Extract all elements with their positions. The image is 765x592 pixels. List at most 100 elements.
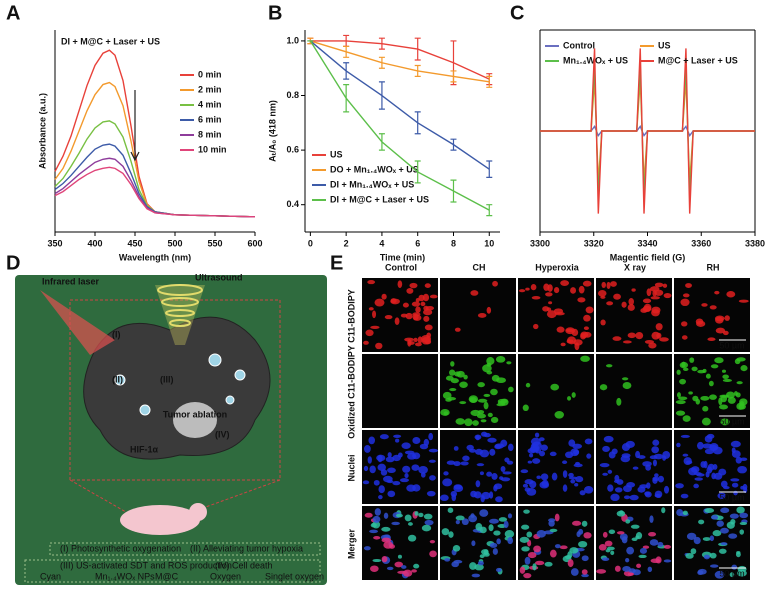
cell (710, 364, 719, 369)
cell (560, 342, 566, 347)
legend-label: 4 min (198, 99, 222, 109)
column-header: Control (385, 262, 417, 272)
cell (471, 573, 481, 578)
cell (401, 565, 407, 569)
cell (472, 420, 479, 426)
scale-bar-label: 50 µm (719, 492, 744, 502)
cell (451, 494, 457, 502)
cell (583, 326, 589, 330)
cell (483, 393, 491, 398)
cell (614, 474, 620, 482)
x-tick-label: 550 (207, 238, 222, 248)
cell (586, 453, 592, 459)
y-tick-label: 0.8 (286, 90, 299, 100)
cell (575, 476, 584, 483)
legend-item: Oxygen (210, 571, 241, 581)
x-tick-label: 6 (415, 238, 420, 248)
cell (718, 404, 728, 410)
error-bar (414, 111, 421, 135)
legend-item: M@C (155, 571, 179, 581)
cell (601, 281, 607, 289)
cell (544, 561, 553, 567)
cell (737, 465, 748, 474)
cell (562, 470, 568, 478)
x-tick-label: 3320 (584, 238, 604, 248)
x-tick-label: 3300 (530, 238, 550, 248)
x-tick-label: 3360 (691, 238, 711, 248)
error-bar (486, 204, 493, 217)
cell (521, 546, 530, 552)
cell (387, 490, 396, 498)
series-line (54, 166, 256, 218)
cell (407, 453, 417, 460)
column-header: X ray (624, 262, 646, 272)
cell (488, 524, 494, 532)
cell (581, 569, 588, 575)
cell (477, 410, 485, 415)
cell (441, 528, 450, 536)
error-bar-path (414, 160, 421, 184)
cell (712, 446, 723, 455)
cell (542, 306, 550, 312)
x-tick-label: 3340 (637, 238, 657, 248)
cell (549, 528, 558, 533)
cell (692, 395, 699, 402)
micrograph (362, 354, 438, 428)
cell (625, 558, 630, 563)
cell (367, 280, 376, 285)
cell (709, 535, 715, 542)
cell (474, 563, 484, 571)
cell (530, 284, 537, 291)
cell (500, 398, 509, 406)
cell (526, 531, 533, 538)
cell (676, 369, 681, 375)
cell (455, 515, 465, 521)
cell (610, 550, 615, 556)
error-bar-path (486, 75, 493, 88)
cell (614, 487, 623, 493)
cell (527, 552, 537, 559)
diagram-label: Tumor ablation (163, 409, 227, 419)
cell (707, 337, 716, 342)
cell (630, 524, 640, 529)
panel-label: B (268, 2, 282, 24)
cell (536, 475, 541, 480)
panel-label: D (6, 252, 20, 274)
cell (479, 509, 489, 517)
cell (550, 383, 560, 391)
caption-box (49, 542, 321, 556)
cell (477, 398, 488, 403)
cell (570, 568, 579, 576)
cell (459, 401, 467, 405)
row-label: Nuclei (346, 454, 356, 481)
legend-item: Mn₁.₄WOₓ NPs (95, 571, 155, 581)
cell (584, 485, 594, 494)
legend-label: DI + Mn₁.₄WOₓ + US (330, 179, 414, 189)
x-tick-label: 8 (451, 238, 456, 248)
cell (713, 472, 723, 480)
cell (654, 473, 659, 478)
cell (681, 335, 688, 340)
cell (429, 294, 438, 299)
cell (421, 334, 432, 343)
series-line (54, 49, 256, 218)
cell (364, 444, 371, 453)
cell (651, 446, 660, 454)
cell (404, 473, 409, 479)
cell (477, 313, 487, 318)
cell (442, 478, 453, 487)
cell (397, 570, 408, 574)
cell (644, 491, 652, 498)
cell (381, 526, 391, 532)
cell (694, 477, 704, 481)
x-tick-label: 500 (167, 238, 182, 248)
cell (495, 496, 503, 503)
cell (739, 512, 749, 519)
cell (730, 478, 740, 482)
cell (476, 413, 487, 419)
cell (676, 392, 681, 398)
cell (411, 464, 420, 471)
cell (522, 404, 529, 412)
cell (606, 301, 614, 306)
cell (448, 531, 454, 538)
